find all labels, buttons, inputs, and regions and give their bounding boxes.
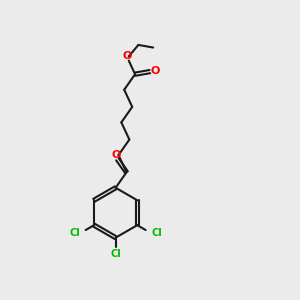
Text: O: O bbox=[123, 51, 132, 62]
Text: Cl: Cl bbox=[69, 228, 80, 238]
Text: O: O bbox=[150, 66, 160, 76]
Text: Cl: Cl bbox=[110, 249, 121, 259]
Text: O: O bbox=[112, 150, 121, 160]
Text: Cl: Cl bbox=[151, 228, 162, 238]
